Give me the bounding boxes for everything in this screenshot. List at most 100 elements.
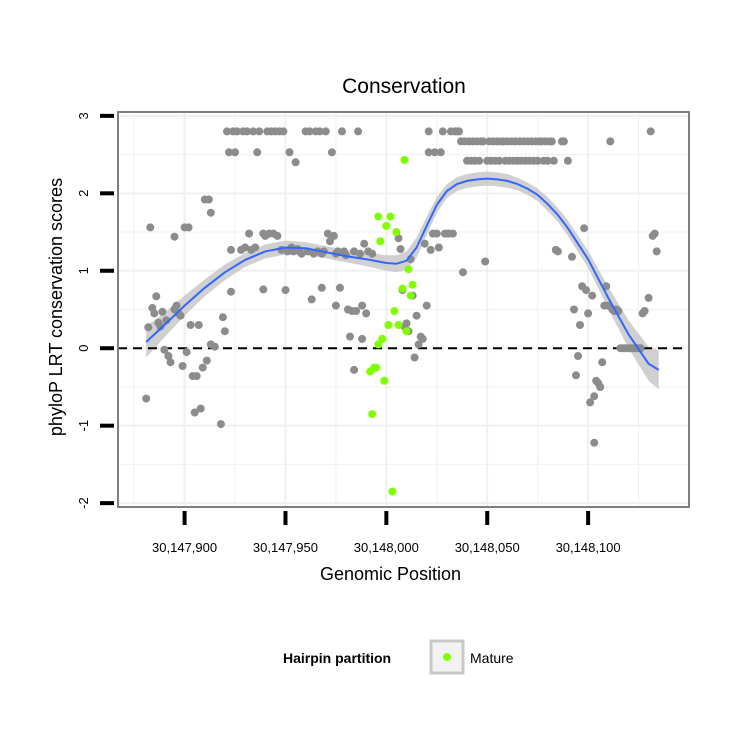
data-point-other: [227, 245, 235, 254]
data-point-mature: [380, 376, 389, 385]
data-point-other: [182, 348, 191, 357]
data-point-other: [329, 231, 338, 240]
data-point-other: [166, 358, 175, 367]
data-point-other: [590, 392, 599, 401]
data-point-other: [156, 322, 165, 331]
data-point-other: [315, 127, 324, 136]
data-point-other: [570, 305, 578, 314]
data-point-other: [576, 321, 584, 329]
data-point-other: [394, 234, 403, 243]
grid-lines: [118, 112, 689, 507]
legend: Hairpin partition Mature: [283, 639, 514, 675]
data-point-other: [586, 398, 595, 407]
x-axis: 30,147,900 30,147,950 30,148,000 30,148,050…: [152, 511, 621, 555]
data-point-other: [317, 283, 326, 292]
data-point-other: [196, 404, 205, 413]
data-point-other: [279, 127, 288, 136]
data-point-mature: [394, 321, 403, 329]
data-point-other: [253, 148, 262, 157]
data-point-other: [251, 243, 260, 252]
data-point-mature: [372, 363, 381, 372]
data-point-other: [285, 148, 294, 157]
data-point-other: [368, 249, 377, 258]
data-point-other: [436, 148, 445, 157]
data-point-other: [192, 372, 201, 381]
data-point-mature: [406, 291, 415, 300]
data-point-other: [220, 327, 229, 336]
data-point-other: [598, 358, 607, 367]
data-point-other: [241, 243, 250, 252]
data-point-other: [142, 394, 151, 403]
x-tick-label: 30,148,050: [455, 540, 520, 555]
data-point-mature: [390, 307, 399, 315]
data-point-other: [358, 334, 367, 343]
data-point-other: [307, 295, 316, 304]
chart-title: Conservation: [342, 75, 466, 98]
data-point-other: [588, 291, 597, 300]
data-point-other: [412, 311, 421, 320]
data-point-other: [559, 137, 568, 146]
data-point-other: [543, 156, 552, 165]
data-point-other: [402, 319, 411, 328]
x-tick-label: 30,147,900: [152, 540, 217, 555]
data-point-other: [160, 345, 169, 354]
data-point-other: [321, 127, 330, 136]
data-point-other: [584, 309, 593, 318]
legend-title: Hairpin partition: [283, 650, 391, 666]
plot-panel-border: [117, 111, 690, 508]
data-point-other: [194, 321, 203, 329]
data-point-other: [422, 301, 431, 310]
data-point-other: [206, 208, 215, 217]
data-point-other: [360, 239, 369, 248]
data-point-mature: [382, 221, 391, 230]
data-point-other: [420, 239, 429, 248]
data-point-other: [572, 371, 580, 380]
data-point-other: [184, 223, 193, 232]
data-point-other: [223, 127, 231, 136]
y-tick-label: 3: [76, 112, 91, 119]
data-point-mature: [388, 487, 397, 496]
data-point-other: [172, 301, 181, 310]
data-point-other: [396, 245, 405, 254]
y-tick-label: 1: [76, 267, 91, 274]
data-point-other: [356, 249, 365, 258]
data-point-other: [426, 245, 435, 254]
data-point-other: [430, 148, 439, 157]
smooth-curve: [145, 177, 660, 371]
data-point-other: [225, 148, 233, 157]
data-point-other: [204, 195, 213, 204]
legend-label-mature: Mature: [470, 650, 514, 666]
data-point-other: [331, 301, 340, 310]
data-point-other: [350, 247, 359, 256]
data-point-other: [150, 309, 159, 318]
data-point-other: [255, 127, 264, 136]
data-point-other: [553, 247, 562, 256]
data-point-mature: [398, 284, 407, 293]
data-point-other: [424, 148, 433, 157]
data-point-other: [455, 127, 463, 136]
data-point-other: [170, 232, 179, 241]
data-point-other: [448, 229, 457, 238]
data-point-other: [346, 332, 354, 341]
data-point-other: [652, 247, 661, 256]
data-point-other: [186, 321, 195, 329]
data-point-mature: [374, 212, 383, 221]
data-point-other: [574, 352, 582, 360]
data-point-other: [210, 342, 219, 351]
data-point-mature: [400, 156, 409, 164]
data-point-other: [362, 309, 371, 318]
data-point-other: [640, 307, 649, 315]
data-point-other: [606, 137, 615, 146]
data-point-other: [259, 285, 268, 294]
data-point-other: [243, 127, 252, 136]
y-tick-label: 0: [76, 345, 91, 352]
x-axis-title: Genomic Position: [320, 564, 461, 584]
data-point-other: [590, 438, 599, 447]
data-point-other: [164, 352, 173, 360]
x-tick-label: 30,147,950: [253, 540, 318, 555]
y-tick-label: -2: [76, 497, 91, 509]
data-point-mature: [378, 334, 387, 343]
data-point-other: [549, 156, 558, 165]
data-point-other: [190, 408, 199, 417]
